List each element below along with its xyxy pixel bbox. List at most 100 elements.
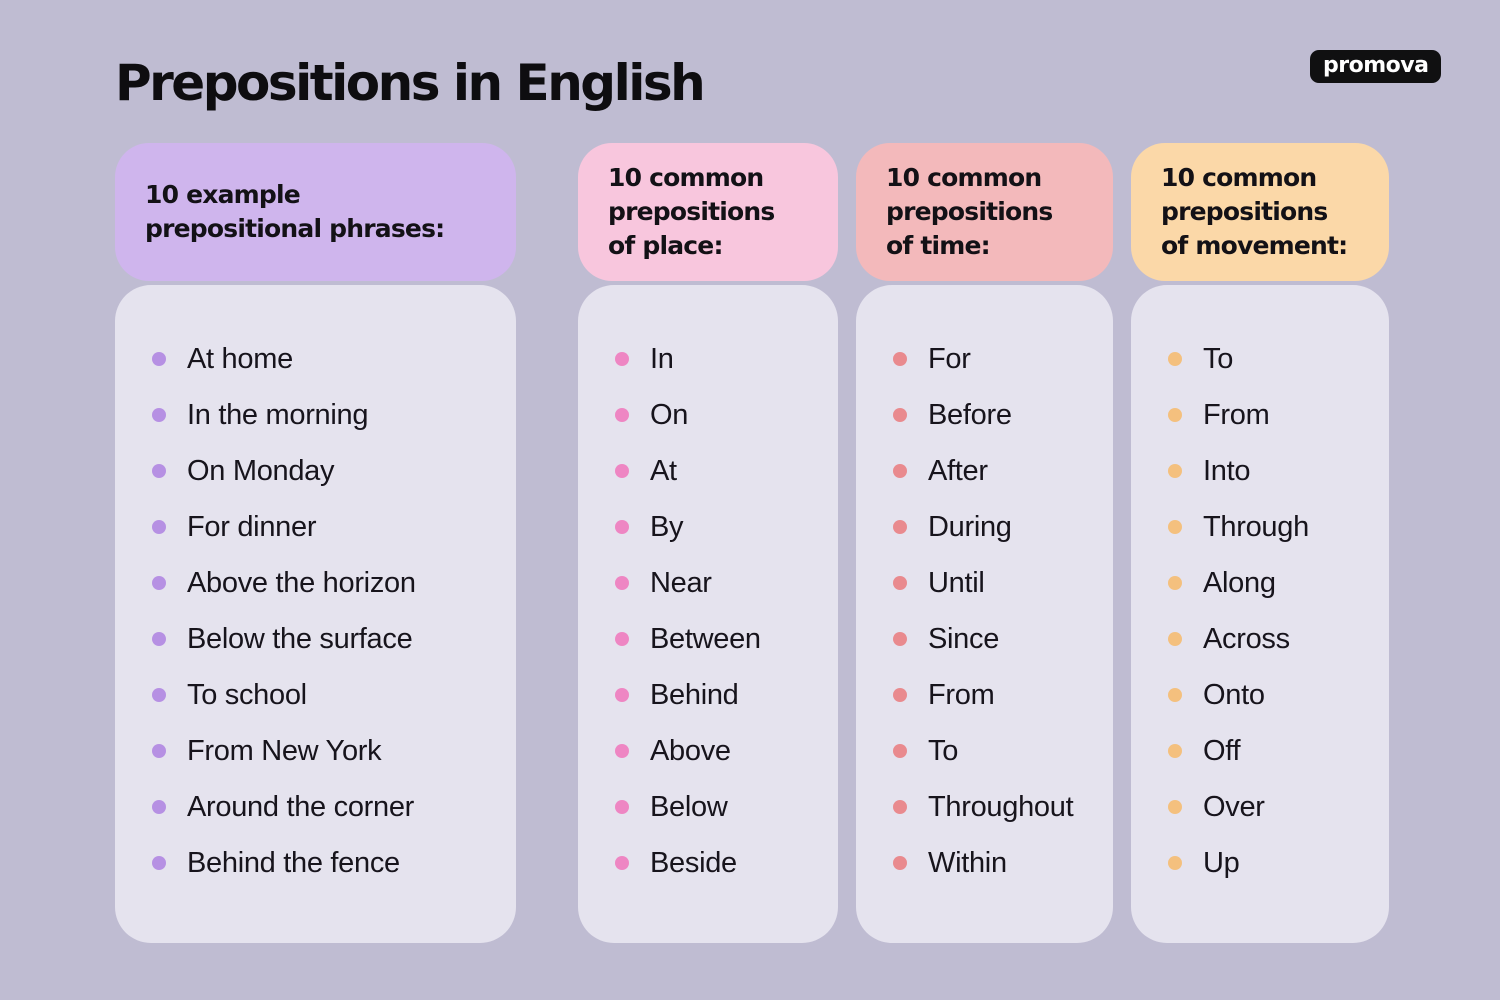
- bullet-icon: [893, 576, 907, 590]
- preposition-text: Between: [650, 622, 761, 655]
- bullet-icon: [152, 520, 166, 534]
- bullet-icon: [1168, 800, 1182, 814]
- preposition-text: After: [928, 454, 988, 487]
- list-item: Along: [1168, 555, 1369, 611]
- bullet-icon: [615, 408, 629, 422]
- column-header-line: prepositions: [608, 197, 775, 226]
- list-item: Onto: [1168, 667, 1369, 723]
- list-item: From: [1168, 387, 1369, 443]
- preposition-text: To: [928, 734, 959, 767]
- bullet-icon: [152, 464, 166, 478]
- preposition-text: At home: [187, 342, 293, 375]
- list-item: Up: [1168, 835, 1369, 891]
- column-header-line: of time:: [886, 231, 991, 260]
- bullet-icon: [615, 520, 629, 534]
- preposition-text: Onto: [1203, 678, 1265, 711]
- column-header-line: prepositions: [886, 197, 1053, 226]
- bullet-icon: [893, 744, 907, 758]
- bullet-icon: [615, 576, 629, 590]
- preposition-text: Above the horizon: [187, 566, 416, 599]
- column-body: At home In the morning On Monday For dinner…: [115, 285, 516, 943]
- item-list: For Before After During Until Since From To Thro…: [893, 331, 1093, 891]
- bullet-icon: [893, 632, 907, 646]
- bullet-icon: [893, 408, 907, 422]
- preposition-text: Within: [928, 846, 1007, 879]
- bullet-icon: [893, 800, 907, 814]
- item-list: In On At By Near Between Behind Above Below Besid…: [615, 331, 818, 891]
- item-list: To From Into Through Along Across Onto Off Over U…: [1168, 331, 1369, 891]
- list-item: After: [893, 443, 1093, 499]
- list-item: Over: [1168, 779, 1369, 835]
- preposition-text: In the morning: [187, 398, 369, 431]
- bullet-icon: [152, 352, 166, 366]
- bullet-icon: [1168, 744, 1182, 758]
- item-list: At home In the morning On Monday For dinner…: [152, 331, 496, 891]
- bullet-icon: [1168, 408, 1182, 422]
- preposition-text: Off: [1203, 734, 1241, 767]
- bullet-icon: [615, 352, 629, 366]
- bullet-icon: [152, 688, 166, 702]
- preposition-text: By: [650, 510, 684, 543]
- preposition-text: From New York: [187, 734, 382, 767]
- column-example-prepositional-phrases: 10 example prepositional phrases: At home…: [115, 143, 516, 943]
- list-item: On Monday: [152, 443, 496, 499]
- list-item: Off: [1168, 723, 1369, 779]
- bullet-icon: [1168, 688, 1182, 702]
- bullet-icon: [1168, 352, 1182, 366]
- preposition-text: Behind: [650, 678, 739, 711]
- column-header: 10 common prepositions of time:: [856, 143, 1113, 281]
- preposition-text: Across: [1203, 622, 1290, 655]
- bullet-icon: [615, 464, 629, 478]
- list-item: From New York: [152, 723, 496, 779]
- preposition-text: Along: [1203, 566, 1276, 599]
- column-prepositions-of-place: 10 common prepositions of place: In On At By N…: [578, 143, 838, 943]
- column-prepositions-of-time: 10 common prepositions of time: For Before A…: [856, 143, 1113, 943]
- preposition-text: Until: [928, 566, 985, 599]
- list-item: Before: [893, 387, 1093, 443]
- page-title: Prepositions in English: [115, 54, 706, 112]
- column-header-line: 10 common: [608, 163, 764, 192]
- list-item: Below: [615, 779, 818, 835]
- promova-logo-text: promova: [1323, 52, 1429, 78]
- column-header-line: 10 common: [1161, 163, 1317, 192]
- preposition-text: Throughout: [928, 790, 1074, 823]
- preposition-text: Below the surface: [187, 622, 413, 655]
- list-item: At home: [152, 331, 496, 387]
- preposition-text: From: [928, 678, 995, 711]
- column-header-line: of movement:: [1161, 231, 1348, 260]
- bullet-icon: [1168, 520, 1182, 534]
- promova-logo: promova: [1310, 50, 1442, 83]
- list-item: Between: [615, 611, 818, 667]
- preposition-text: Near: [650, 566, 712, 599]
- list-item: Into: [1168, 443, 1369, 499]
- bullet-icon: [152, 632, 166, 646]
- preposition-text: Through: [1203, 510, 1309, 543]
- preposition-text: Up: [1203, 846, 1240, 879]
- list-item: Below the surface: [152, 611, 496, 667]
- list-item: Since: [893, 611, 1093, 667]
- preposition-text: At: [650, 454, 677, 487]
- list-item: On: [615, 387, 818, 443]
- preposition-text: Below: [650, 790, 728, 823]
- bullet-icon: [615, 856, 629, 870]
- bullet-icon: [615, 632, 629, 646]
- bullet-icon: [615, 744, 629, 758]
- list-item: To: [1168, 331, 1369, 387]
- column-header: 10 example prepositional phrases:: [115, 143, 516, 281]
- preposition-text: For dinner: [187, 510, 317, 543]
- preposition-text: Behind the fence: [187, 846, 400, 879]
- list-item: Across: [1168, 611, 1369, 667]
- bullet-icon: [893, 856, 907, 870]
- preposition-text: Over: [1203, 790, 1265, 823]
- column-header-line: prepositions: [1161, 197, 1328, 226]
- list-item: By: [615, 499, 818, 555]
- column-prepositions-of-movement: 10 common prepositions of movement: To From…: [1131, 143, 1389, 943]
- column-header-line: prepositional phrases:: [145, 214, 445, 243]
- bullet-icon: [1168, 856, 1182, 870]
- list-item: Around the corner: [152, 779, 496, 835]
- list-item: During: [893, 499, 1093, 555]
- list-item: To school: [152, 667, 496, 723]
- preposition-text: On Monday: [187, 454, 335, 487]
- list-item: Near: [615, 555, 818, 611]
